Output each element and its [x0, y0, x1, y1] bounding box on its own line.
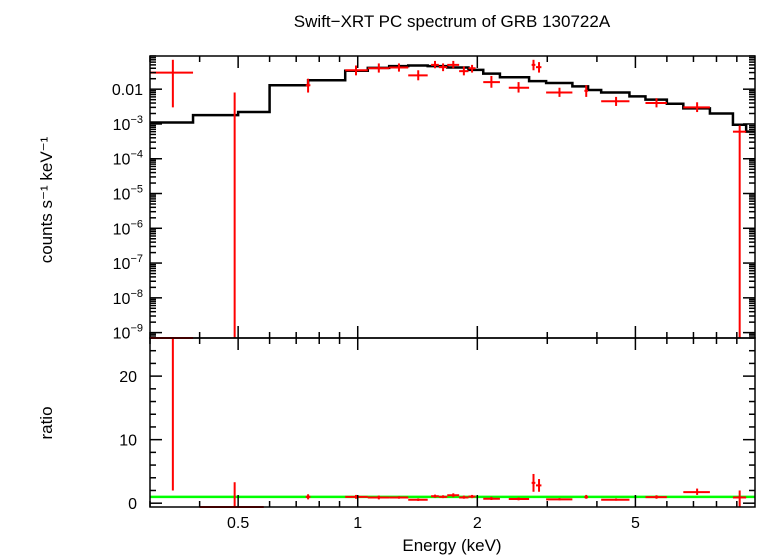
- ratio-point: [601, 498, 630, 501]
- data-point: [508, 82, 530, 93]
- ratio-point: [468, 494, 476, 499]
- spectrum-panel: 0.01 10−3 10−4 10−5 10−6 10−7 10−8 10−9: [112, 55, 756, 343]
- ratio-point: [305, 494, 311, 500]
- data-point: [468, 64, 476, 73]
- y-tick-label: 10−5: [113, 184, 143, 204]
- data-point: [535, 62, 542, 73]
- ratio-point: [531, 473, 536, 492]
- x-tick-label: 1: [353, 515, 362, 532]
- y-tick-label: 10−4: [113, 149, 143, 169]
- ratio-point: [431, 494, 439, 498]
- data-point: [438, 63, 448, 72]
- y-axis-title-counts: counts s⁻¹ keV⁻¹: [37, 136, 56, 263]
- data-point: [345, 65, 368, 76]
- ratio-point: [546, 498, 573, 501]
- y-tick-label: 10−7: [113, 253, 143, 273]
- data-point: [683, 102, 710, 113]
- data-point: [447, 60, 460, 69]
- ratio-panel: 0.5 1 2 5 0 10 20: [119, 337, 756, 532]
- data-point: [584, 85, 589, 97]
- x-tick-label: 2: [473, 515, 482, 532]
- ratio-point: [447, 493, 460, 498]
- y-tick-label: 10−3: [113, 114, 143, 134]
- data-point: [459, 66, 469, 76]
- ratio-point: [459, 495, 469, 499]
- data-point: [601, 96, 630, 106]
- ratio-point: [645, 495, 667, 499]
- ratio-point: [438, 495, 448, 499]
- spectrum-frame: [149, 55, 756, 339]
- ratio-point: [345, 494, 368, 499]
- data-point: [645, 98, 667, 108]
- ratio-point: [535, 479, 542, 492]
- data-point: [367, 63, 390, 73]
- ratio-point: [389, 496, 409, 499]
- x-tick-label: 5: [631, 515, 640, 532]
- y-tick-label: 10−9: [113, 323, 143, 343]
- x-axis-title: Energy (keV): [402, 536, 501, 555]
- y-tick-label: 0: [128, 496, 137, 513]
- x-tick-label: 0.5: [227, 515, 249, 532]
- data-point: [150, 59, 194, 108]
- y-tick-label: 10: [119, 433, 137, 450]
- data-point: [389, 63, 409, 72]
- data-point: [531, 59, 536, 71]
- data-point: [483, 75, 500, 88]
- ratio-frame: [149, 337, 756, 508]
- ratio-point: [199, 482, 264, 508]
- ratio-point: [150, 337, 194, 491]
- ratio-point: [483, 496, 500, 501]
- data-point: [305, 78, 311, 93]
- data-point: [732, 125, 747, 338]
- ratio-point: [367, 495, 390, 500]
- ratio-point: [508, 497, 530, 501]
- y-tick-label: 10−6: [113, 218, 143, 238]
- ratio-point: [584, 494, 589, 499]
- chart-title: Swift−XRT PC spectrum of GRB 130722A: [294, 12, 611, 31]
- y-tick-label: 20: [119, 369, 137, 386]
- ratio-point: [732, 490, 747, 507]
- data-point: [431, 60, 439, 69]
- y-tick-label: 0.01: [112, 82, 143, 99]
- model-histogram: [150, 64, 755, 133]
- data-point: [546, 87, 573, 97]
- ratio-point: [408, 498, 428, 501]
- y-tick-label: 10−8: [113, 288, 143, 308]
- ratio-point: [683, 488, 710, 495]
- data-point: [408, 70, 428, 81]
- y-axis-title-ratio: ratio: [37, 406, 56, 439]
